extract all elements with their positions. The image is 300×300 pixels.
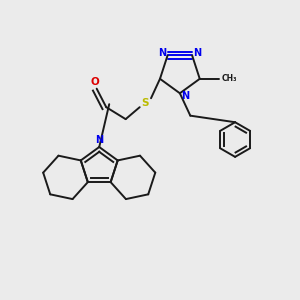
Text: N: N: [95, 135, 103, 146]
Text: O: O: [91, 77, 100, 87]
Text: N: N: [194, 48, 202, 58]
Text: CH₃: CH₃: [221, 74, 237, 83]
Text: N: N: [181, 91, 189, 101]
Text: S: S: [141, 98, 149, 108]
Text: N: N: [158, 48, 166, 58]
